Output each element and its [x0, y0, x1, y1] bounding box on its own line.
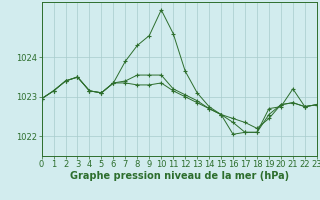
X-axis label: Graphe pression niveau de la mer (hPa): Graphe pression niveau de la mer (hPa) — [70, 171, 289, 181]
